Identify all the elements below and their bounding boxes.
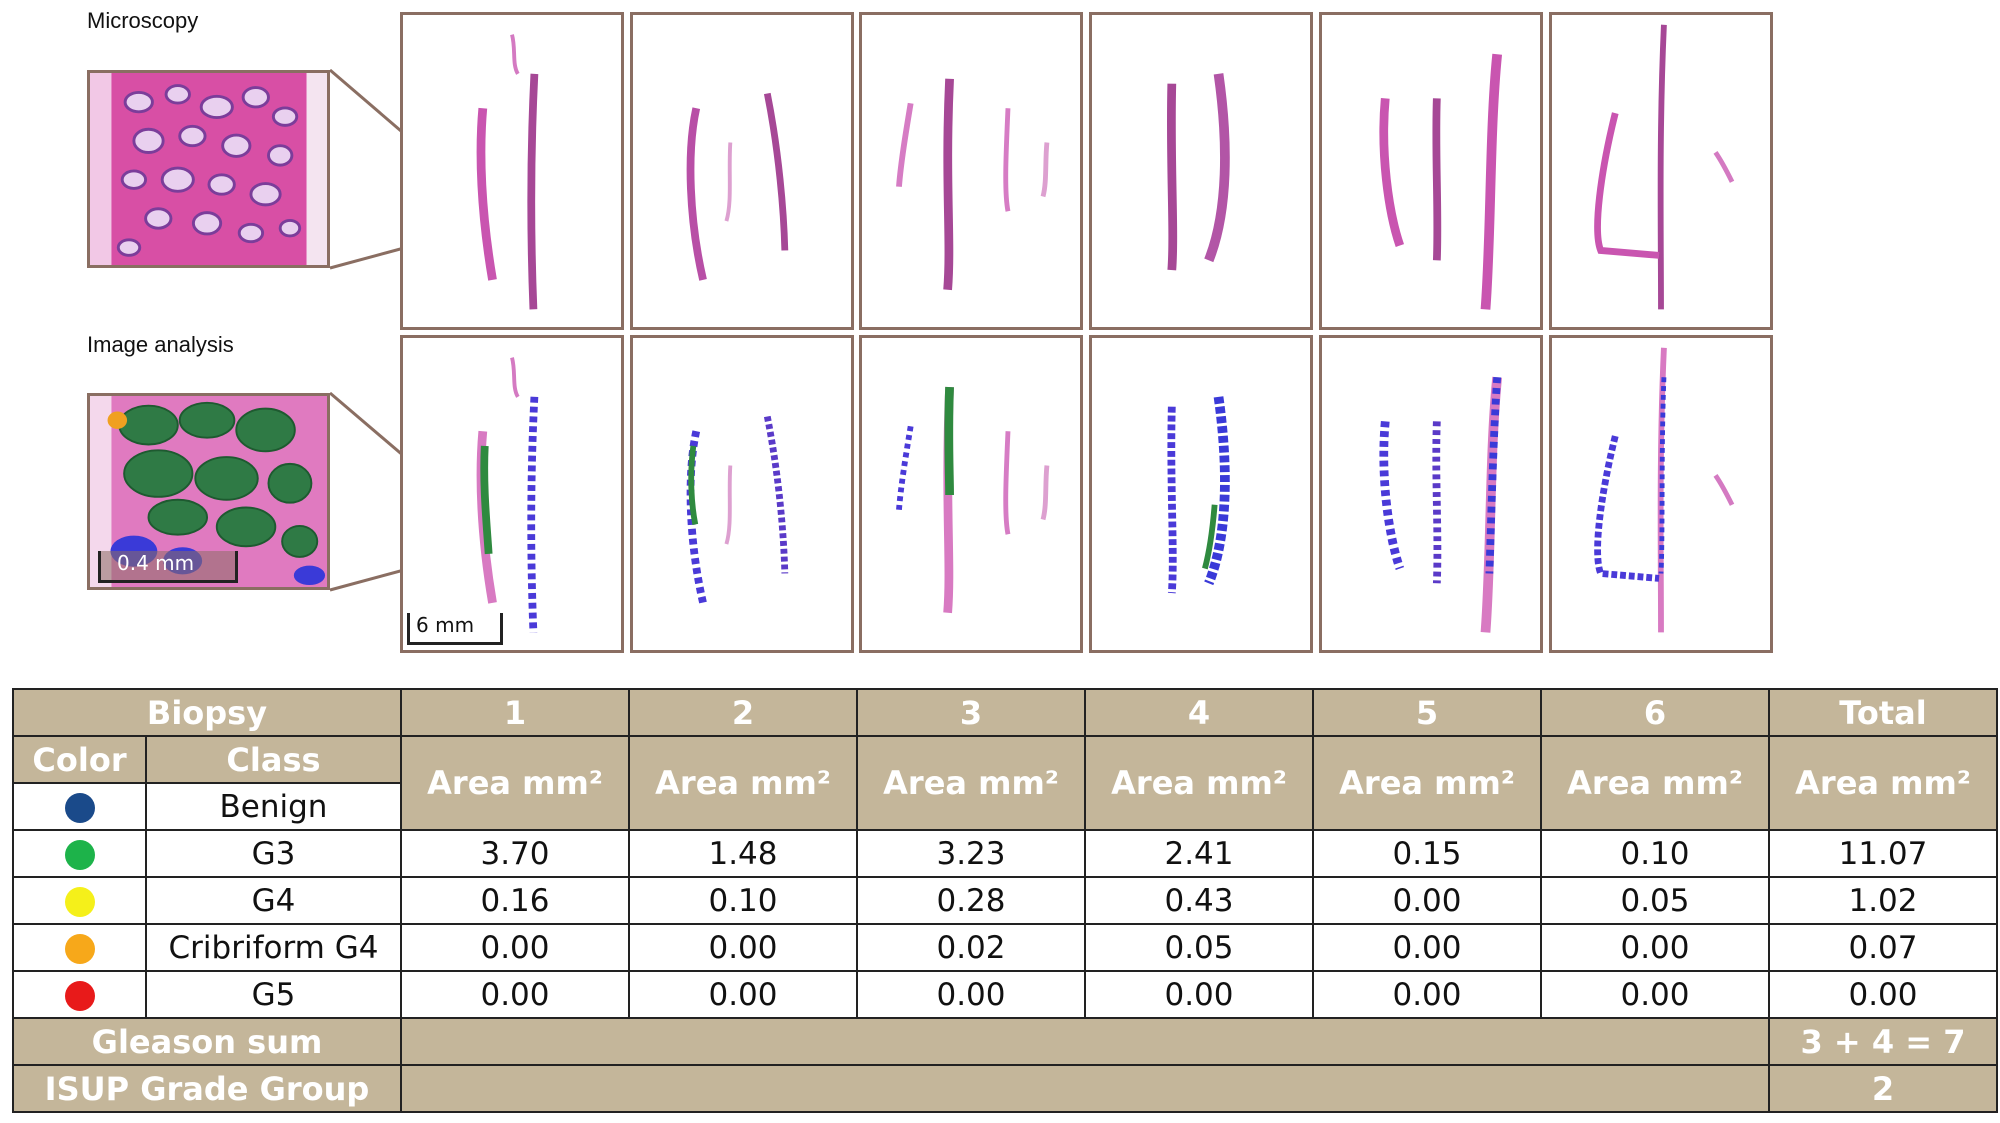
value-cell: 0.00 <box>856 970 1086 1019</box>
microscopy-label: Microscopy <box>87 8 199 33</box>
value-cell: 0.00 <box>628 970 858 1019</box>
color-cell <box>12 970 147 1019</box>
analysis-zoom-image: 0.4 mm <box>87 393 330 590</box>
panel-scale-bar: 6 mm <box>407 613 503 645</box>
value-cell: 0.00 <box>400 923 630 972</box>
image-analysis-label: Image analysis <box>87 332 234 357</box>
area-header: Area mm² <box>628 735 858 831</box>
value-cell: 0.00 <box>1312 970 1542 1019</box>
class-cell: G3 <box>145 829 402 878</box>
microscopy-panel-2 <box>630 12 854 330</box>
value-cell: 3.70 <box>400 829 630 878</box>
value-cell: 0.28 <box>856 876 1086 925</box>
value-cell: 0.43 <box>1084 876 1314 925</box>
isup-spacer <box>400 1064 1770 1113</box>
table-row: Benign <box>12 782 1997 831</box>
value-cell: 0.00 <box>400 970 630 1019</box>
value-cell: 0.00 <box>1084 970 1314 1019</box>
gleason-spacer <box>400 1017 1770 1066</box>
analysis-panel-4 <box>1089 335 1313 653</box>
microscopy-panel-4 <box>1089 12 1313 330</box>
table-row: G5 0.00 0.00 0.00 0.00 0.00 0.00 0.00 <box>12 970 1998 1019</box>
table-row: G4 0.16 0.10 0.28 0.43 0.00 0.05 1.02 <box>12 876 1998 925</box>
value-cell: 0.10 <box>628 876 858 925</box>
color-cell <box>12 782 147 831</box>
biopsy-header: Biopsy <box>12 688 402 737</box>
area-header: Area mm² <box>1540 735 1770 831</box>
value-cell: 3.23 <box>856 829 1086 878</box>
panel-scale-label: 6 mm <box>416 613 475 637</box>
zoom-scale-bar: 0.4 mm <box>98 551 238 583</box>
value-cell: 0.00 <box>1540 923 1770 972</box>
value-cell: 11.07 <box>1768 829 1998 878</box>
class-cell: G5 <box>145 970 402 1019</box>
value-cell: 0.02 <box>856 923 1086 972</box>
class-header: Class <box>145 735 402 784</box>
color-cell <box>12 829 147 878</box>
table-row: G3 3.70 1.48 3.23 2.41 0.15 0.10 11.07 <box>12 829 1998 878</box>
color-dot <box>64 840 95 870</box>
microscopy-panel-6 <box>1549 12 1773 330</box>
col-header-2: 2 <box>628 688 858 737</box>
zoom-scale-label: 0.4 mm <box>117 551 195 575</box>
col-header-3: 3 <box>856 688 1086 737</box>
analysis-panel-6 <box>1549 335 1773 653</box>
color-dot <box>64 793 95 823</box>
value-cell: 0.05 <box>1540 876 1770 925</box>
value-cell: 0.05 <box>1084 923 1314 972</box>
area-header: Area mm² <box>1312 735 1542 831</box>
value-cell: 0.00 <box>1768 970 1998 1019</box>
col-header-4: 4 <box>1084 688 1314 737</box>
color-dot <box>64 887 95 917</box>
class-cell: G4 <box>145 876 402 925</box>
value-cell: 0.07 <box>1768 923 1998 972</box>
col-header-total: Total <box>1768 688 1998 737</box>
value-cell: 0.00 <box>1312 876 1542 925</box>
area-header: Area mm² <box>1084 735 1314 831</box>
area-header: Area mm² <box>856 735 1086 831</box>
isup-row: ISUP Grade Group 2 <box>12 1064 1998 1113</box>
gleason-row: Gleason sum 3 + 4 = 7 <box>12 1017 1998 1066</box>
area-header: Area mm² <box>1768 735 1998 831</box>
analysis-panel-1: 6 mm <box>400 335 624 653</box>
isup-value: 2 <box>1768 1064 1998 1113</box>
area-header: Area mm² <box>400 735 630 831</box>
header-row: Biopsy 1 2 3 4 5 6 Total <box>12 688 1998 737</box>
col-header-5: 5 <box>1312 688 1542 737</box>
col-header-6: 6 <box>1540 688 1770 737</box>
value-cell: 0.10 <box>1540 829 1770 878</box>
class-cell: Benign <box>145 782 402 831</box>
analysis-panel-3 <box>859 335 1083 653</box>
microscopy-zoom-image <box>87 70 330 268</box>
color-cell <box>12 876 147 925</box>
results-table: Biopsy 1 2 3 4 5 6 Total Color Class Are… <box>12 688 1998 1113</box>
value-cell: 0.00 <box>1312 923 1542 972</box>
microscopy-panel-3 <box>859 12 1083 330</box>
color-dot <box>64 981 95 1011</box>
value-cell: 0.00 <box>1540 970 1770 1019</box>
color-header: Color <box>12 735 147 784</box>
value-cell: 0.00 <box>628 923 858 972</box>
color-dot <box>64 934 95 964</box>
analysis-panel-2 <box>630 335 854 653</box>
subheader-row: Color Class Area mm² Area mm² Area mm² A… <box>12 735 1998 831</box>
analysis-panel-5 <box>1319 335 1543 653</box>
value-cell: 0.15 <box>1312 829 1542 878</box>
isup-label: ISUP Grade Group <box>12 1064 402 1113</box>
gleason-value: 3 + 4 = 7 <box>1768 1017 1998 1066</box>
value-cell: 0.16 <box>400 876 630 925</box>
value-cell: 1.48 <box>628 829 858 878</box>
value-cell: 2.41 <box>1084 829 1314 878</box>
microscopy-panel-1 <box>400 12 624 330</box>
col-header-1: 1 <box>400 688 630 737</box>
gleason-label: Gleason sum <box>12 1017 402 1066</box>
class-cell: Cribriform G4 <box>145 923 402 972</box>
table-row: Cribriform G4 0.00 0.00 0.02 0.05 0.00 0… <box>12 923 1998 972</box>
color-cell <box>12 923 147 972</box>
microscopy-panel-5 <box>1319 12 1543 330</box>
value-cell: 1.02 <box>1768 876 1998 925</box>
